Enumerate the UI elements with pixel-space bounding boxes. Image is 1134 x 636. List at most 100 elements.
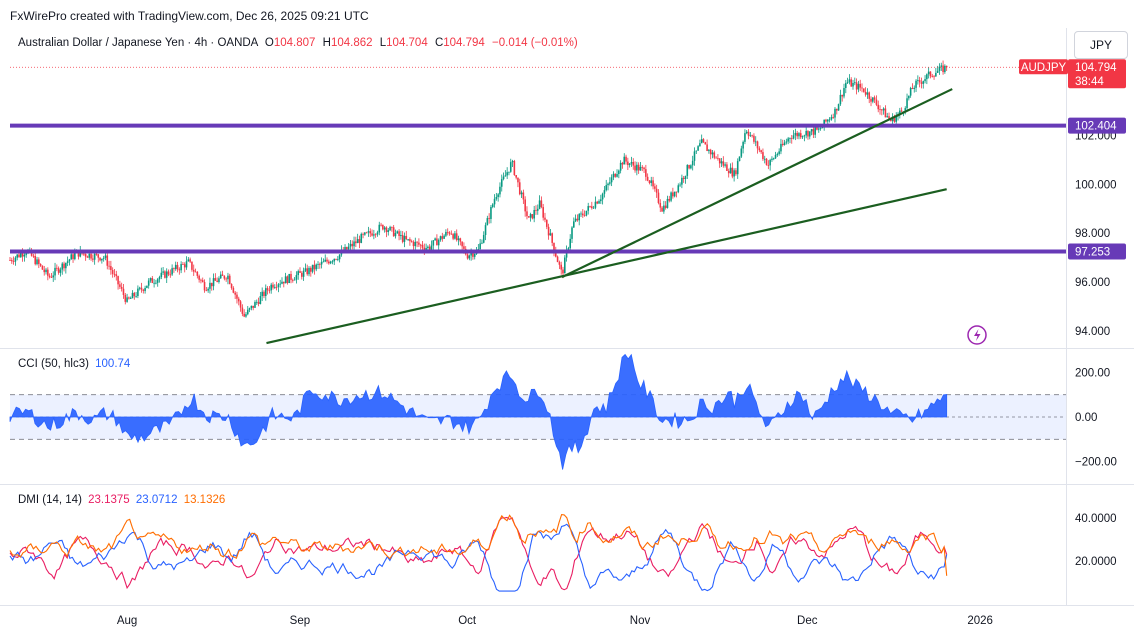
currency-button[interactable]: JPY — [1074, 31, 1128, 59]
candle-body — [288, 273, 290, 284]
alert-bolt-icon[interactable] — [967, 325, 987, 345]
candle-body — [261, 291, 263, 297]
candle-body — [538, 200, 541, 209]
candle-body — [236, 294, 238, 299]
candle-body — [111, 269, 114, 274]
candle-body — [771, 158, 773, 160]
candle-body — [243, 313, 245, 317]
candle-body — [95, 253, 98, 255]
candle-body — [704, 142, 707, 145]
candle-body — [864, 91, 867, 95]
candle-body — [549, 233, 552, 236]
cci-name: CCI (50, hlc3) — [18, 358, 89, 370]
candle-body — [407, 239, 409, 240]
candle-body — [273, 286, 276, 288]
candle-body — [931, 76, 934, 78]
candle-body — [567, 248, 570, 251]
candle-body — [174, 264, 177, 270]
candle-body — [461, 241, 463, 247]
candle-body — [790, 138, 793, 139]
candle-body — [731, 167, 734, 177]
dmi-legend[interactable]: DMI (14, 14) 23.1375 23.0712 13.1326 — [18, 494, 225, 506]
candle-body — [702, 139, 705, 143]
price-tick-label: 96.000 — [1075, 277, 1110, 289]
candle-body — [699, 143, 701, 147]
candle-body — [882, 108, 885, 111]
candle-body — [933, 76, 935, 78]
time-tick-label: Oct — [458, 615, 477, 627]
candle-body — [598, 201, 600, 204]
candle-body — [115, 274, 118, 277]
candle-body — [556, 256, 559, 263]
candle-body — [945, 65, 948, 68]
candle-body — [545, 219, 548, 227]
candle-body — [517, 177, 519, 183]
candle-body — [358, 239, 361, 243]
candle-body — [396, 231, 399, 234]
candle-body — [691, 160, 694, 166]
candle-body — [319, 264, 321, 265]
low-label: L — [379, 37, 387, 49]
candle-body — [147, 280, 150, 286]
candle-body — [128, 297, 130, 299]
candle-body — [230, 283, 233, 288]
last-price-tag: 104.794 — [1075, 62, 1117, 74]
candle-body — [558, 262, 561, 265]
candle-body — [299, 271, 301, 273]
candle-body — [284, 276, 287, 284]
candle-body — [765, 158, 768, 166]
candle-body — [553, 242, 555, 252]
candle-body — [911, 88, 914, 89]
candle-body — [255, 301, 258, 303]
candle-body — [695, 150, 698, 152]
candle-body — [241, 307, 244, 314]
candle-body — [362, 233, 364, 235]
candle-body — [675, 191, 678, 193]
candle-body — [482, 234, 485, 243]
candle-body — [346, 247, 348, 250]
candle-body — [191, 261, 193, 270]
candle-body — [591, 206, 593, 209]
candle-body — [214, 278, 217, 281]
candle-body — [841, 94, 843, 97]
candle-body — [369, 231, 372, 234]
candle-body — [819, 128, 822, 129]
candle-body — [679, 184, 681, 186]
candle-body — [583, 215, 586, 217]
candle-body — [219, 274, 222, 279]
cci-legend[interactable]: CCI (50, hlc3) 100.74 — [18, 358, 130, 370]
candle-body — [423, 247, 426, 251]
candle-body — [160, 272, 163, 278]
candle-body — [661, 207, 663, 212]
candle-body — [216, 280, 218, 282]
candle-body — [79, 250, 82, 257]
candle-body — [830, 117, 833, 120]
cci-tick-label: 200.00 — [1075, 367, 1110, 379]
candle-body — [816, 127, 818, 130]
candle-body — [142, 289, 145, 291]
candle-body — [421, 244, 424, 248]
candle-body — [600, 199, 602, 202]
candle-body — [93, 253, 96, 260]
candle-body — [470, 253, 472, 256]
candle-body — [623, 156, 626, 165]
candle-body — [569, 238, 572, 249]
high-label: H — [322, 37, 331, 49]
candle-body — [783, 142, 786, 145]
candle-body — [257, 301, 260, 304]
candle-body — [268, 290, 271, 292]
candle-body — [929, 71, 932, 77]
candle-body — [497, 194, 499, 197]
candle-body — [502, 176, 505, 180]
candle-body — [282, 281, 285, 284]
candle-body — [650, 180, 653, 183]
candle-body — [688, 164, 690, 169]
candle-body — [290, 273, 292, 280]
candle-body — [275, 286, 278, 288]
candle-body — [126, 297, 128, 302]
candle-body — [23, 254, 26, 257]
candle-body — [839, 94, 842, 105]
candle-body — [826, 119, 829, 122]
candle-body — [814, 127, 816, 135]
candle-body — [473, 254, 476, 257]
